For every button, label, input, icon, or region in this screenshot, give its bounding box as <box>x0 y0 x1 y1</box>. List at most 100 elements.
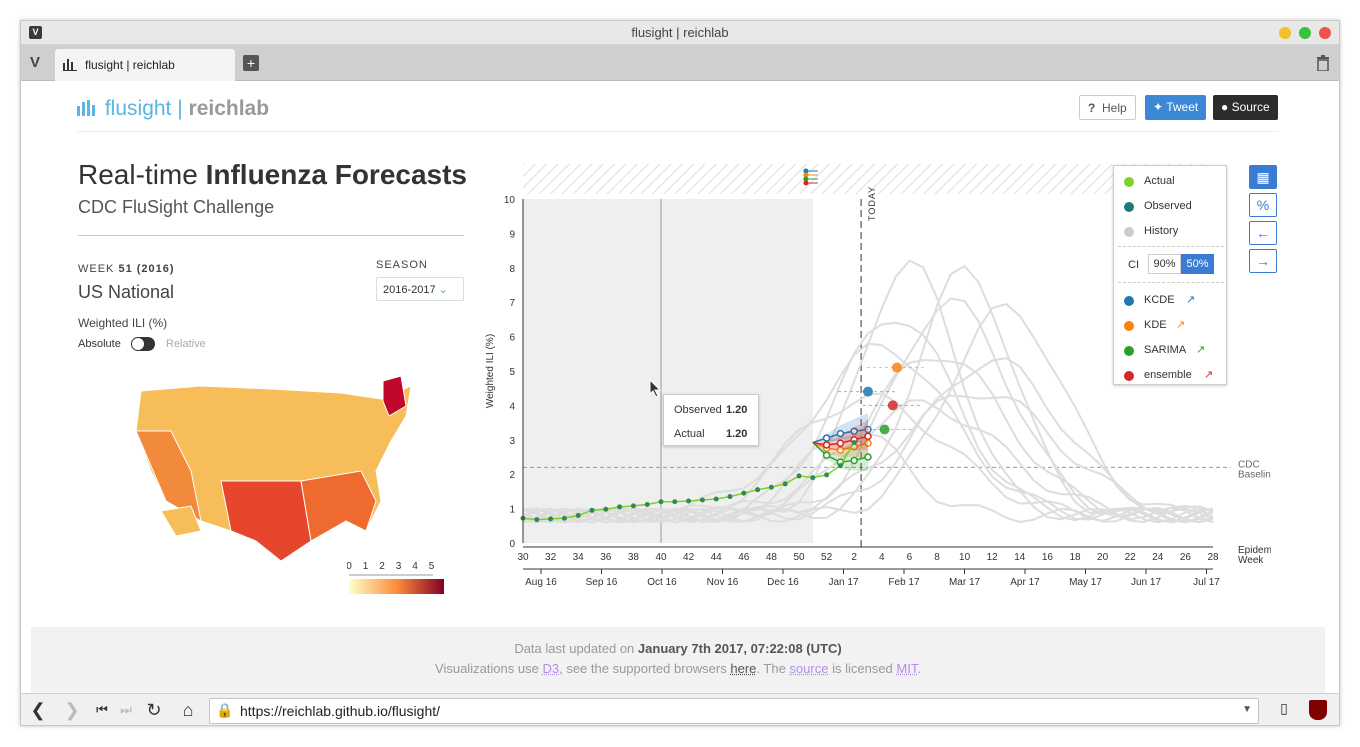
scale-tick-label: 5 <box>429 561 435 572</box>
arrow-left-icon[interactable]: ← <box>1249 221 1277 245</box>
ci-50-button[interactable]: 50% <box>1181 254 1214 274</box>
actual-point <box>796 473 802 479</box>
month-tick-label: Sep 16 <box>586 577 618 588</box>
actual-point <box>713 496 719 502</box>
chart-icon <box>63 59 77 71</box>
bookmark-icon[interactable]: ▯ <box>1280 700 1288 716</box>
x-tick-label: 28 <box>1207 552 1219 563</box>
maximize-button[interactable] <box>1299 27 1311 39</box>
x-tick-label: 10 <box>959 552 971 563</box>
external-link-icon[interactable]: ↗ <box>1176 319 1186 331</box>
vivaldi-icon[interactable]: V <box>29 26 42 39</box>
new-tab-button[interactable]: + <box>243 55 259 71</box>
forward-icon[interactable]: ❯ <box>64 700 80 720</box>
actual-point <box>851 440 857 446</box>
chevron-down-icon: ⌄ <box>438 284 448 296</box>
onset-point <box>803 168 809 174</box>
actual-point <box>837 463 843 469</box>
url-field[interactable]: 🔒 https://reichlab.github.io/flusight/ ▼ <box>209 698 1259 724</box>
trash-icon[interactable] <box>1316 55 1330 71</box>
month-tick-label: Aug 16 <box>525 577 557 588</box>
scale-tick-label: 4 <box>412 561 418 572</box>
question-icon: ? <box>1088 101 1096 115</box>
reload-icon[interactable]: ↻ <box>146 700 162 720</box>
season-select[interactable]: 2016-2017 ⌄ <box>376 277 464 301</box>
actual-point <box>782 481 788 487</box>
vivaldi-menu-icon[interactable]: V <box>30 54 41 71</box>
dropdown-icon[interactable]: ▼ <box>1242 704 1252 715</box>
forecast-point <box>850 456 858 465</box>
y-tick-label: 1 <box>509 505 515 516</box>
source-button[interactable]: ● Source <box>1213 95 1278 120</box>
tweet-button[interactable]: ✦ Tweet <box>1145 95 1207 120</box>
arrow-right-icon[interactable]: → <box>1249 249 1277 273</box>
site-logo[interactable]: flusight | reichlab <box>77 97 269 121</box>
external-link-icon[interactable]: ↗ <box>1196 344 1206 356</box>
title-bold: Influenza Forecasts <box>205 159 467 190</box>
actual-point <box>755 487 761 493</box>
peak-point <box>887 400 898 411</box>
y-axis-label: Weighted ILI (%) <box>485 334 496 408</box>
ci-90-button[interactable]: 90% <box>1148 254 1181 274</box>
tooltip-actual-value: 1.20 <box>726 428 748 440</box>
tab-flusight[interactable]: flusight | reichlab <box>55 49 235 81</box>
window-title: flusight | reichlab <box>631 25 729 40</box>
twitter-icon: ✦ <box>1153 100 1164 114</box>
rewind-icon[interactable]: ⏮ <box>96 702 108 717</box>
y-tick-label: 2 <box>509 470 515 481</box>
y-tick-label: 0 <box>509 539 515 550</box>
actual-point <box>699 497 705 503</box>
percent-icon[interactable]: % <box>1249 193 1277 217</box>
y-tick-label: 7 <box>509 298 515 309</box>
x-tick-label: 20 <box>1097 552 1109 563</box>
close-button[interactable] <box>1319 27 1331 39</box>
tooltip-actual-label: Actual <box>674 428 705 440</box>
x-tick-label: 40 <box>655 552 667 563</box>
x-axis-label: Week <box>1238 555 1264 566</box>
month-tick-label: Jun 17 <box>1131 577 1161 588</box>
fast-forward-icon[interactable]: ⏭ <box>120 702 132 717</box>
scale-tick-label: 3 <box>396 561 402 572</box>
source-link[interactable]: source <box>789 661 829 676</box>
toggle-absolute-label: Absolute <box>78 338 121 350</box>
actual-point <box>768 484 774 490</box>
tooltip-observed-label: Observed <box>674 404 722 416</box>
forecast-point <box>864 432 872 441</box>
header-divider <box>77 131 1279 132</box>
forecast-point <box>864 453 872 461</box>
y-tick-label: 9 <box>509 229 515 240</box>
intro-divider <box>78 235 464 236</box>
footer-text-2: , see the supported browsers <box>559 661 727 676</box>
home-icon[interactable]: ⌂ <box>182 700 194 720</box>
actual-point <box>575 512 581 518</box>
external-link-icon[interactable]: ↗ <box>1204 369 1214 381</box>
month-tick-label: Jul 17 <box>1193 577 1220 588</box>
y-tick-label: 10 <box>504 195 516 206</box>
map-icon[interactable]: ▦ <box>1249 165 1277 189</box>
x-tick-label: 22 <box>1125 552 1137 563</box>
actual-point <box>672 499 678 505</box>
minimize-button[interactable] <box>1279 27 1291 39</box>
forecast-point <box>822 451 831 460</box>
us-choropleth-map[interactable] <box>121 371 421 571</box>
here-link[interactable]: here <box>730 661 757 676</box>
month-tick-label: Jan 17 <box>828 577 858 588</box>
ublock-icon[interactable] <box>1309 700 1327 720</box>
footer-text-3: . The <box>756 661 786 676</box>
external-link-icon[interactable]: ↗ <box>1186 294 1196 306</box>
bar-chart-logo-icon <box>77 100 95 116</box>
forecast-point <box>822 441 831 449</box>
footer-updated-date: January 7th 2017, 07:22:08 (UTC) <box>637 641 842 656</box>
baseline-label: Baseline <box>1238 469 1271 480</box>
help-button[interactable]: ? Help <box>1079 95 1136 120</box>
d3-link[interactable]: D3 <box>542 661 560 676</box>
baseline-label: CDC <box>1238 459 1260 470</box>
footer-updated: Data last updated on January 7th 2017, 0… <box>31 641 1325 656</box>
back-icon[interactable]: ❮ <box>30 700 46 720</box>
mit-link[interactable]: MIT <box>896 661 918 676</box>
history-line <box>522 358 1214 524</box>
scale-toggle[interactable] <box>131 337 155 351</box>
page-title: Real-time Influenza Forecasts <box>78 159 467 191</box>
actual-point <box>617 504 623 510</box>
